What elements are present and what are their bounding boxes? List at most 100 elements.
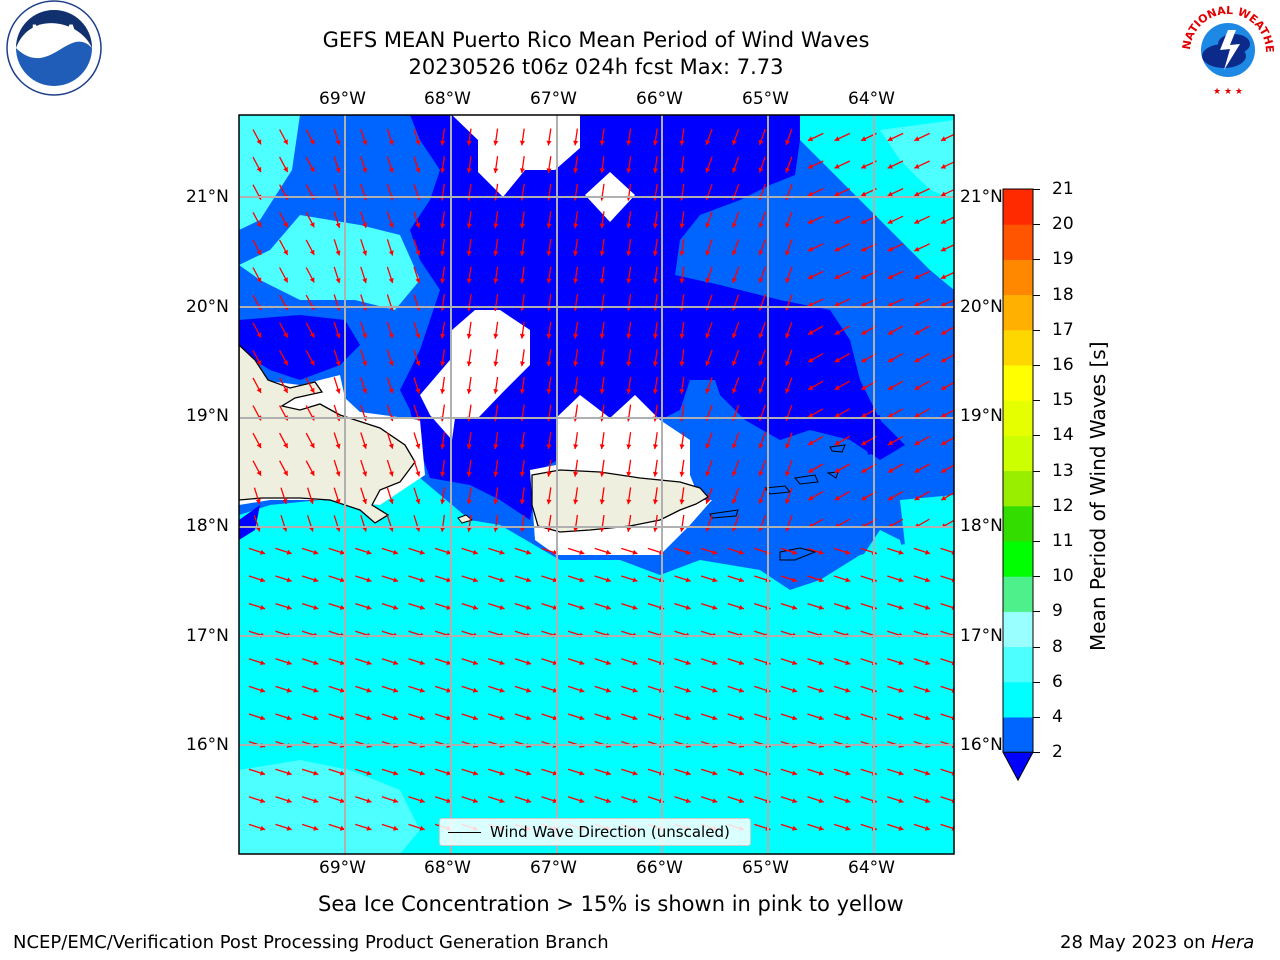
wave-direction-arrowhead [914, 412, 920, 418]
wave-direction-arrowhead [388, 443, 394, 449]
wave-direction-arrowhead [366, 577, 372, 583]
contour-4-6-east [900, 495, 954, 580]
wave-direction-arrowhead [493, 444, 499, 449]
wave-direction-arrowhead [493, 140, 499, 146]
wave-direction-arrowhead [335, 471, 341, 477]
wave-direction-arrowhead [362, 278, 368, 284]
lon-tick-bottom: 64°W [848, 858, 895, 878]
wave-direction-arrowhead [335, 167, 341, 173]
wave-direction-arrowhead [440, 444, 446, 449]
wave-direction-arrowhead [599, 499, 605, 505]
wave-direction-arrowhead [579, 549, 585, 555]
wave-direction-arrowhead [388, 140, 394, 146]
wave-direction-arrowhead [472, 549, 478, 555]
wave-direction-arrowhead [626, 168, 632, 173]
contour-6-8-sw [239, 760, 420, 854]
wave-direction-arrowhead [366, 660, 372, 666]
wave-direction-arrowhead [940, 163, 947, 169]
wave-direction-arrowhead [626, 278, 632, 284]
wave-direction-arrowhead [941, 329, 947, 335]
wave-direction-arrowhead [898, 605, 904, 610]
nodata-mona [420, 310, 530, 440]
colorbar-segment [1003, 400, 1033, 436]
colorbar [1002, 188, 1034, 782]
wave-direction-arrowhead [888, 467, 894, 473]
wave-direction-arrowhead [526, 715, 532, 721]
wave-direction-arrowhead [260, 577, 266, 583]
wave-direction-arrowhead [888, 440, 894, 445]
wave-direction-arrowhead [493, 168, 499, 173]
wave-direction-arrowhead [472, 798, 478, 804]
wave-direction-arrowhead [834, 191, 840, 197]
wave-direction-arrowhead [440, 140, 446, 146]
wave-direction-arrowhead [519, 168, 525, 173]
wave-direction-arrowhead [546, 499, 552, 505]
wave-direction-arrowhead [834, 163, 840, 169]
wave-direction-arrowhead [519, 251, 525, 256]
wave-direction-arrowhead [785, 277, 791, 283]
wave-direction-arrowhead [685, 577, 691, 583]
wave-direction-arrowhead [415, 167, 421, 173]
wave-direction-arrowhead [393, 715, 399, 721]
wave-direction-arrowhead [807, 191, 814, 197]
wave-direction-arrowhead [579, 577, 585, 583]
colorbar-tick-mark [1033, 505, 1040, 507]
map-title-line1: GEFS MEAN Puerto Rico Mean Period of Win… [322, 28, 870, 52]
wave-direction-arrowhead [255, 498, 261, 504]
wave-direction-arrowhead [925, 605, 931, 610]
wave-direction-arrowhead [309, 360, 315, 366]
wave-direction-arrowhead [861, 163, 867, 169]
colorbar-segment [1003, 329, 1033, 366]
wave-direction-arrowhead [679, 251, 685, 256]
wave-direction-arrowhead [466, 140, 472, 146]
land-islet [826, 471, 839, 479]
lon-tick-top: 67°W [530, 89, 577, 109]
wave-direction-arrowhead [738, 715, 744, 721]
wave-direction-arrow [940, 602, 954, 609]
colorbar-segments [1002, 188, 1034, 782]
wave-direction-arrowhead [845, 687, 851, 693]
wave-direction-arrowhead [758, 388, 764, 394]
wave-direction-arrowhead [283, 332, 288, 338]
wave-direction-arrowhead [309, 387, 315, 393]
wave-direction-arrowhead [808, 495, 814, 501]
wave-direction-arrowhead [260, 825, 266, 831]
wave-direction-arrowhead [599, 389, 605, 394]
colorbar-segment [1003, 681, 1033, 718]
wave-direction-arrowhead [758, 471, 764, 477]
colorbar-segment [1003, 717, 1033, 753]
wave-direction-arrowhead [546, 223, 552, 229]
wave-direction-arrowhead [472, 605, 478, 610]
colorbar-tick-label: 11 [1052, 531, 1074, 551]
wave-direction-arrowhead [440, 527, 446, 532]
wave-direction-arrow [940, 796, 954, 802]
wave-direction-arrowhead [705, 250, 711, 256]
wave-direction-arrowhead [914, 495, 920, 501]
wave-direction-arrowhead [499, 577, 505, 583]
wave-direction-arrowhead [335, 333, 341, 339]
land-mona-island [457, 514, 474, 524]
wave-direction-arrowhead [283, 360, 288, 366]
wave-direction-arrowhead [861, 246, 867, 252]
wave-direction-arrowhead [466, 168, 472, 173]
wave-direction-arrowhead [599, 361, 605, 367]
wave-direction-arrowhead [834, 219, 840, 224]
colorbar-tick-mark [1033, 681, 1040, 683]
wave-direction-arrowhead [808, 412, 814, 418]
wave-direction-arrowhead [256, 360, 262, 366]
wave-direction-arrowhead [845, 605, 851, 610]
wave-direction-arrowhead [685, 605, 691, 610]
wave-direction-arrowhead [758, 333, 764, 339]
wave-direction-arrowhead [685, 715, 691, 721]
wave-direction-arrowhead [898, 577, 904, 583]
wave-direction-arrowhead [605, 660, 611, 666]
wave-direction-arrowhead [632, 549, 638, 555]
wave-direction-arrowhead [807, 219, 814, 224]
wave-direction-arrowhead [466, 389, 472, 394]
wave-direction-arrowhead [362, 388, 368, 394]
wave-direction-arrowhead [738, 770, 744, 776]
wave-direction-arrowhead [466, 499, 472, 505]
wave-direction-arrowhead [466, 278, 472, 284]
wave-direction-arrowhead [388, 250, 394, 256]
wave-direction-arrowhead [679, 499, 685, 505]
